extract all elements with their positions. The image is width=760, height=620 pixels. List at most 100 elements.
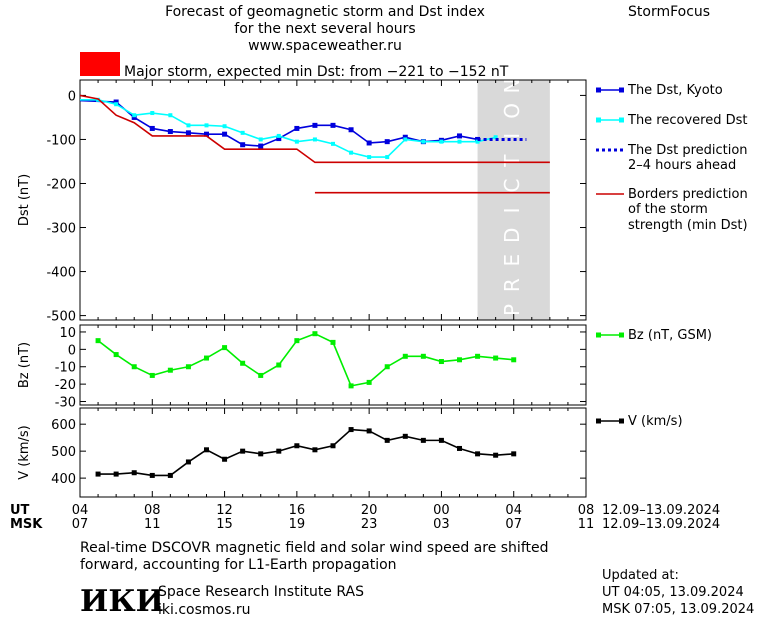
legend-borders-2: of the storm bbox=[628, 202, 708, 217]
y-tick-label: -100 bbox=[46, 133, 76, 148]
series-line bbox=[98, 428, 514, 477]
data-point bbox=[348, 427, 354, 433]
updated-msk: MSK 07:05, 13.09.2024 bbox=[602, 602, 755, 617]
data-point bbox=[294, 125, 300, 131]
updated-label: Updated at: bbox=[602, 568, 679, 583]
data-point bbox=[403, 137, 408, 142]
y-tick-label: -10 bbox=[55, 361, 76, 376]
data-point bbox=[186, 123, 191, 128]
data-point bbox=[131, 364, 137, 370]
legend-sample-recovered-marker bbox=[619, 117, 624, 123]
data-point bbox=[185, 364, 191, 370]
legend-sample-recovered-marker bbox=[596, 117, 601, 123]
data-point bbox=[294, 338, 300, 344]
data-point bbox=[438, 359, 444, 365]
data-point bbox=[95, 471, 101, 477]
ut-tick-label: 08 bbox=[144, 503, 161, 518]
data-point bbox=[348, 127, 354, 133]
y-tick-label: 600 bbox=[51, 418, 76, 433]
data-point bbox=[240, 142, 246, 148]
data-point bbox=[185, 459, 191, 465]
data-point bbox=[132, 113, 137, 118]
site-url[interactable]: www.spaceweather.ru bbox=[248, 38, 402, 54]
storm-banner-text: Major storm, expected min Dst: from −221… bbox=[124, 64, 509, 80]
prediction-letter: N bbox=[500, 79, 524, 94]
series-line bbox=[80, 94, 550, 164]
y-tick-label: -20 bbox=[55, 378, 76, 393]
data-point bbox=[493, 135, 498, 140]
storm-level-swatch bbox=[80, 52, 120, 76]
msk-axis-label: MSK bbox=[10, 517, 43, 532]
data-point bbox=[294, 139, 299, 144]
data-point bbox=[331, 141, 335, 146]
y-tick-label: 0 bbox=[68, 343, 76, 358]
data-point bbox=[222, 345, 228, 351]
data-point bbox=[420, 437, 426, 443]
data-point bbox=[95, 338, 101, 344]
data-point bbox=[312, 331, 318, 337]
data-point bbox=[438, 437, 444, 443]
series-line bbox=[80, 99, 496, 158]
data-point bbox=[385, 155, 390, 160]
data-point bbox=[204, 355, 209, 361]
data-point bbox=[167, 129, 173, 135]
data-point bbox=[114, 102, 119, 107]
series-group bbox=[80, 94, 550, 194]
data-point bbox=[475, 353, 481, 359]
legend-borders-3: strength (min Dst) bbox=[628, 218, 748, 233]
prediction-letter: I bbox=[500, 133, 524, 139]
y-tick-label: -30 bbox=[55, 396, 76, 411]
data-point bbox=[240, 448, 246, 454]
data-point bbox=[276, 133, 281, 138]
brand-label: StormFocus bbox=[628, 4, 711, 20]
legend-v: V (km/s) bbox=[628, 414, 683, 429]
data-point bbox=[384, 139, 390, 145]
iki-logo: ИКИ bbox=[80, 584, 164, 619]
footer-note-1: Real-time DSCOVR magnetic field and sola… bbox=[80, 540, 549, 556]
y-tick-label: -400 bbox=[46, 266, 76, 281]
legend-sample-kyoto-marker bbox=[619, 87, 624, 93]
prediction-letter: T bbox=[500, 154, 524, 168]
data-point bbox=[258, 143, 264, 149]
y-tick-label: 400 bbox=[51, 472, 76, 487]
data-point bbox=[113, 99, 119, 105]
legend-sample-v-marker bbox=[619, 418, 624, 424]
ut-tick-label: 00 bbox=[433, 503, 450, 518]
y-tick-label: 10 bbox=[59, 326, 76, 341]
data-point bbox=[511, 451, 517, 457]
data-point bbox=[149, 125, 155, 131]
data-point bbox=[276, 362, 282, 368]
panel-frame bbox=[79, 324, 587, 406]
msk-tick-label: 19 bbox=[288, 517, 306, 532]
prediction-letter: I bbox=[500, 207, 524, 213]
institute-name: Space Research Institute RAS bbox=[158, 584, 364, 600]
legend-dst-prediction-2: 2–4 hours ahead bbox=[628, 158, 737, 173]
data-point bbox=[457, 357, 462, 363]
data-point bbox=[149, 472, 155, 478]
data-point bbox=[258, 137, 263, 142]
ut-tick-label: 08 bbox=[577, 503, 595, 518]
data-point bbox=[475, 451, 481, 457]
data-point bbox=[276, 448, 282, 454]
chart-title: Forecast of geomagnetic storm and Dst in… bbox=[165, 4, 485, 20]
data-point bbox=[457, 445, 462, 451]
y-tick-label: -300 bbox=[46, 222, 76, 237]
data-point bbox=[420, 353, 426, 359]
data-point bbox=[204, 131, 209, 137]
series-line bbox=[80, 99, 478, 147]
msk-tick-label: 03 bbox=[433, 517, 450, 532]
y-tick-label: -200 bbox=[46, 177, 76, 192]
msk-tick-label: 23 bbox=[360, 517, 378, 532]
prediction-letter: E bbox=[500, 254, 524, 267]
data-point bbox=[402, 134, 408, 140]
data-point bbox=[222, 131, 228, 137]
prediction-letter: P bbox=[500, 304, 524, 316]
institute-site[interactable]: iki.cosmos.ru bbox=[158, 602, 251, 618]
data-point bbox=[258, 451, 264, 457]
data-point bbox=[258, 372, 264, 378]
legend-sample-v-marker bbox=[596, 418, 601, 424]
legend-sample-bz-marker bbox=[619, 332, 624, 338]
data-point bbox=[113, 352, 119, 358]
data-point bbox=[475, 139, 480, 144]
